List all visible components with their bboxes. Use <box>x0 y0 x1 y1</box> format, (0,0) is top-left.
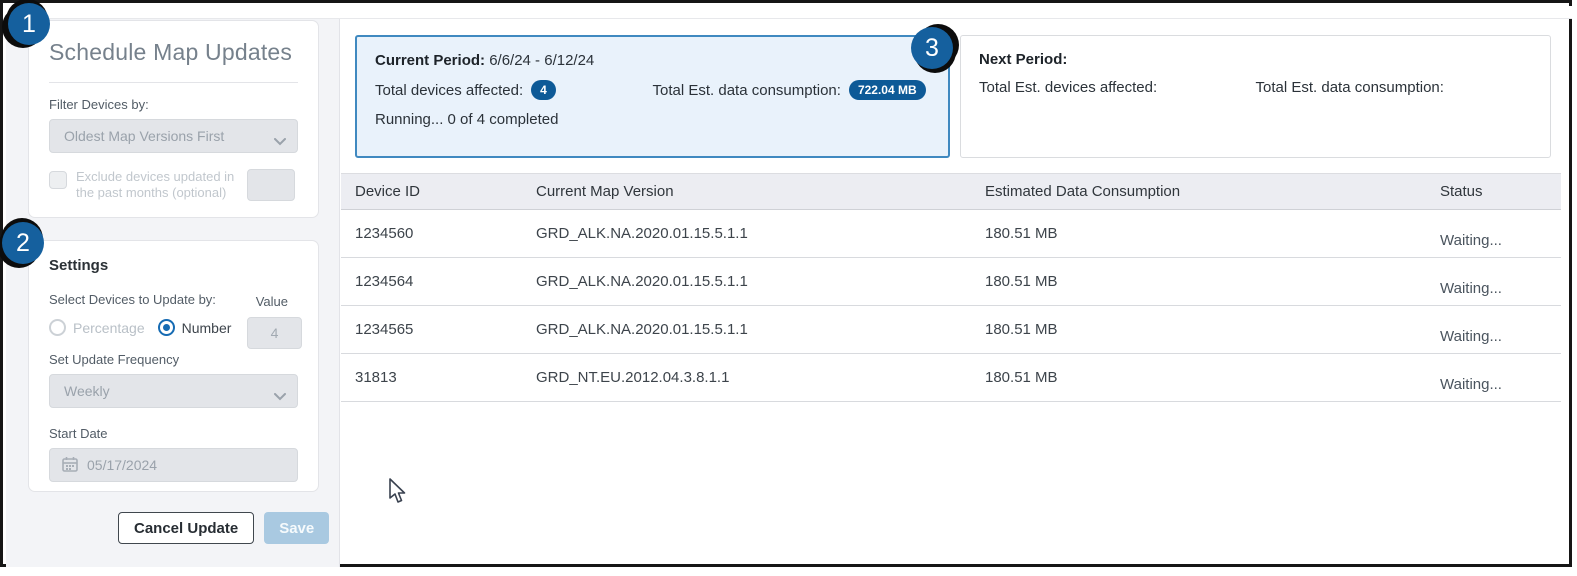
table-row: 1234564 GRD_ALK.NA.2020.01.15.5.1.1 180.51… <box>341 258 1561 306</box>
value-label: Value <box>255 294 288 309</box>
number-radio[interactable] <box>157 319 175 336</box>
callout-badge-1: 1 <box>8 3 50 45</box>
cell-status: Waiting... <box>1440 328 1502 345</box>
chevron-down-icon <box>274 388 286 404</box>
next-period-label: Next Period: <box>979 51 1068 68</box>
start-date-value: 05/17/2024 <box>87 457 158 473</box>
cell-consumption: 180.51 MB <box>985 273 1058 290</box>
column-header-estimated-data-consumption: Estimated Data Consumption <box>985 183 1181 200</box>
devices-affected-badge: 4 <box>531 80 556 100</box>
action-buttons: Cancel Update Save <box>118 512 330 544</box>
column-header-current-map-version: Current Map Version <box>536 183 674 200</box>
percentage-radio[interactable] <box>49 319 66 336</box>
table-row: 1234560 GRD_ALK.NA.2020.01.15.5.1.1 180.51… <box>341 210 1561 258</box>
frequency-dropdown-value: Weekly <box>64 383 110 399</box>
settings-card: Settings Select Devices to Update by: Va… <box>28 240 319 492</box>
data-consumption-label: Total Est. data consumption: <box>652 81 841 99</box>
start-date-label: Start Date <box>49 426 108 441</box>
cell-consumption: 180.51 MB <box>985 225 1058 242</box>
table-row: 31813 GRD_NT.EU.2012.04.3.8.1.1 180.51 MB W… <box>341 354 1561 402</box>
next-period-panel: Next Period: Total Est. devices affected… <box>960 35 1551 158</box>
data-consumption-badge: 722.04 MB <box>848 80 926 100</box>
cell-consumption: 180.51 MB <box>985 369 1058 386</box>
running-status: Running... 0 of 4 completed <box>375 111 559 128</box>
exclude-devices-row: Exclude devices updated in the past mont… <box>49 169 298 202</box>
number-radio-label: Number <box>181 319 232 336</box>
exclude-months-input[interactable] <box>247 169 295 201</box>
percentage-radio-label: Percentage <box>73 319 145 336</box>
table-header-row: Device ID Current Map Version Estimated Da… <box>341 173 1561 210</box>
filter-devices-dropdown[interactable]: Oldest Map Versions First <box>49 119 298 153</box>
current-period-label: Current Period: <box>375 52 486 69</box>
start-date-input[interactable]: 05/17/2024 <box>49 448 298 482</box>
device-table: Device ID Current Map Version Estimated Da… <box>341 173 1561 402</box>
save-button[interactable]: Save <box>264 512 330 544</box>
next-devices-label: Total Est. devices affected: <box>979 79 1158 96</box>
filter-devices-dropdown-value: Oldest Map Versions First <box>64 128 225 144</box>
page-title: Schedule Map Updates <box>49 39 293 65</box>
exclude-devices-label: Exclude devices updated in the past mont… <box>76 169 235 201</box>
cell-device-id: 31813 <box>355 369 397 386</box>
callout-badge-3: 3 <box>911 27 953 69</box>
value-input[interactable]: 4 <box>247 317 302 349</box>
cell-device-id: 1234565 <box>355 321 414 338</box>
update-by-radios: Percentage Number <box>49 319 298 336</box>
mouse-cursor-icon <box>388 478 410 511</box>
cell-consumption: 180.51 MB <box>985 321 1058 338</box>
frequency-label: Set Update Frequency <box>49 352 180 367</box>
settings-heading: Settings <box>49 257 109 274</box>
column-header-device-id: Device ID <box>355 183 421 200</box>
cell-device-id: 1234560 <box>355 225 414 242</box>
current-period-panel: Current Period: 6/6/24 - 6/12/24 Total d… <box>355 35 950 158</box>
select-devices-label: Select Devices to Update by: <box>49 292 216 307</box>
divider <box>49 82 298 83</box>
top-strip <box>6 6 1572 19</box>
table-body: 1234560 GRD_ALK.NA.2020.01.15.5.1.1 180.51… <box>341 210 1561 402</box>
calendar-icon <box>62 456 78 475</box>
chevron-down-icon <box>274 133 286 149</box>
column-header-status: Status <box>1440 183 1483 200</box>
callout-badge-2: 2 <box>2 222 44 264</box>
cell-status: Waiting... <box>1440 280 1502 297</box>
frequency-dropdown[interactable]: Weekly <box>49 374 298 408</box>
cell-map-version: GRD_NT.EU.2012.04.3.8.1.1 <box>536 369 730 386</box>
cell-status: Waiting... <box>1440 376 1502 393</box>
cell-map-version: GRD_ALK.NA.2020.01.15.5.1.1 <box>536 321 748 338</box>
filter-devices-label: Filter Devices by: <box>49 97 149 112</box>
cancel-update-button[interactable]: Cancel Update <box>118 512 255 544</box>
next-consumption-label: Total Est. data consumption: <box>1255 79 1444 96</box>
exclude-devices-checkbox[interactable] <box>49 171 67 189</box>
cell-status: Waiting... <box>1440 232 1502 249</box>
table-row: 1234565 GRD_ALK.NA.2020.01.15.5.1.1 180.51… <box>341 306 1561 354</box>
cell-map-version: GRD_ALK.NA.2020.01.15.5.1.1 <box>536 225 748 242</box>
cell-map-version: GRD_ALK.NA.2020.01.15.5.1.1 <box>536 273 748 290</box>
devices-affected-label: Total devices affected: <box>375 81 524 99</box>
current-period-range: 6/6/24 - 6/12/24 <box>489 52 595 69</box>
schedule-map-updates-card: Schedule Map Updates Filter Devices by: … <box>28 20 319 218</box>
cell-device-id: 1234564 <box>355 273 414 290</box>
value-input-text: 4 <box>270 325 279 341</box>
